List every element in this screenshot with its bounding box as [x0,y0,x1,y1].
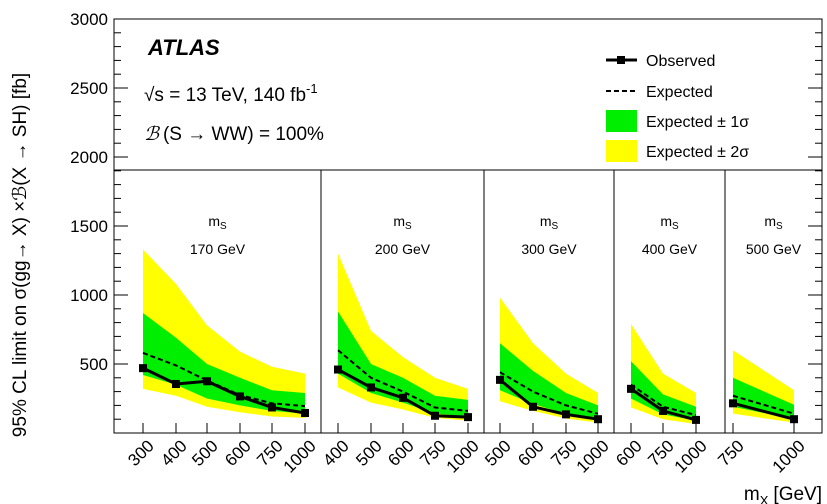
energy-label: √s = 13 TeV, 140 fb-1 [144,81,318,106]
legend-observed-marker [617,56,625,64]
observed-point-3-2 [692,415,700,424]
x-tick-label-3-0: 600 [612,436,645,469]
observed-point-1-3 [431,411,439,420]
observed-point-1-1 [367,383,375,392]
y-tick-label-1000: 1000 [70,286,108,305]
observed-point-0-3 [236,392,244,401]
x-tick-label-2-0: 500 [481,436,514,469]
observed-point-0-1 [172,380,180,389]
ms-label-sub-1: S [405,221,412,232]
x-tick-label-0-2: 500 [188,436,221,469]
br-text: (S → WW) = 100% [163,124,324,145]
x-tick-label-1-2: 600 [384,436,417,469]
y-tick-label-2500: 2500 [70,79,108,98]
ms-label-1: mS [393,213,412,232]
x-tick-label-1-1: 500 [352,436,385,469]
band-1sigma-3 [631,361,696,421]
frame-layer [113,18,823,434]
ms-label-0: mS [208,213,227,232]
observed-point-2-3 [594,415,602,424]
x-tick-label-3-2: 1000 [671,436,711,476]
expected-line-0 [142,352,306,408]
observed-point-0-5 [301,408,309,417]
x-tick-label-2-3: 1000 [573,436,613,476]
ms-value-2: 300 GeV [521,241,577,257]
legend-observed-label: Observed [646,53,715,70]
observed-point-4-1 [790,415,798,424]
ms-value-4: 500 GeV [746,241,802,257]
y-tick-label-3000: 3000 [70,10,108,29]
x-tick-label-0-5: 1000 [280,436,320,476]
br-symbol: ℬ [144,123,161,145]
experiment-label: ATLAS [147,35,220,60]
ms-label-sub-3: S [672,221,679,232]
x-tick-label-2-1: 600 [514,436,547,469]
observed-point-2-2 [562,410,570,419]
legend-band2-label: Expected ± 2σ [646,144,749,161]
y-tick-label-1500: 1500 [70,217,108,236]
expected-line-2 [499,371,599,415]
ms-label-sub-2: S [552,221,559,232]
ms-label-sub-4: S [776,221,783,232]
expected-line-3 [630,383,697,417]
x-axis-title-sub: X [760,493,769,504]
ms-value-0: 170 GeV [190,241,246,257]
ms-label-m-2: m [540,213,552,229]
ms-label-sub-0: S [220,221,227,232]
y-tick-label-2000: 2000 [70,148,108,167]
observed-point-2-1 [529,402,537,411]
expected-line-4 [732,394,795,415]
x-tick-label-4-0: 750 [714,436,747,469]
legend-expected-label: Expected [646,84,713,101]
x-axis-title-unit: [GeV] [773,484,822,504]
expected-line-1 [337,349,469,412]
x-tick-label-0-0: 300 [124,436,157,469]
observed-line-4 [732,401,795,421]
bands-layer [143,249,794,425]
legend-band1-swatch [606,110,637,132]
legend-band2-swatch [606,140,637,162]
observed-point-0-4 [268,403,276,412]
ms-value-3: 400 GeV [642,241,698,257]
observed-point-1-0 [334,365,342,374]
legend: Observed Expected Expected ± 1σ Expected… [606,53,749,162]
ms-label-m-3: m [660,213,672,229]
x-tick-label-0-3: 600 [221,436,254,469]
band-1sigma-0 [143,312,305,414]
x-tick-label-1-4: 1000 [443,436,483,476]
ms-value-1: 200 GeV [375,241,431,257]
ms-label-4: mS [764,213,783,232]
observed-line-2 [499,378,599,421]
observed-point-2-0 [496,375,504,384]
observed-point-4-0 [729,399,737,408]
ms-label-m-1: m [393,213,405,229]
observed-point-0-0 [139,364,147,373]
legend-band1-label: Expected ± 1σ [646,114,749,131]
x-tick-label-0-1: 400 [157,436,190,469]
observed-point-3-1 [659,406,667,415]
branching-label: ℬ (S → WW) = 100% [144,123,324,145]
ms-label-m-0: m [208,213,220,229]
ms-label-2: mS [540,213,559,232]
x-tick-label-1-0: 400 [319,436,352,469]
energy-text: √s = 13 TeV, 140 fb [144,85,306,106]
band-1sigma-4 [733,377,794,420]
x-axis-title-m: m [744,484,760,504]
observed-point-3-0 [627,384,635,393]
x-tick-label-4-1: 1000 [769,436,809,476]
observed-point-0-2 [203,377,211,386]
lines-layer [139,349,798,424]
y-axis-title: 95% CL limit on σ(gg→ X) ×ℬ(X → SH) [fb] [10,73,31,437]
observed-point-1-2 [399,393,407,402]
observed-line-0 [142,366,306,415]
x-axis-title: mX [GeV] [744,484,822,504]
ms-label-3: mS [660,213,679,232]
y-tick-label-500: 500 [80,355,108,374]
energy-superscript: -1 [306,81,318,96]
ms-label-m-4: m [764,213,776,229]
observed-point-1-4 [464,413,472,422]
